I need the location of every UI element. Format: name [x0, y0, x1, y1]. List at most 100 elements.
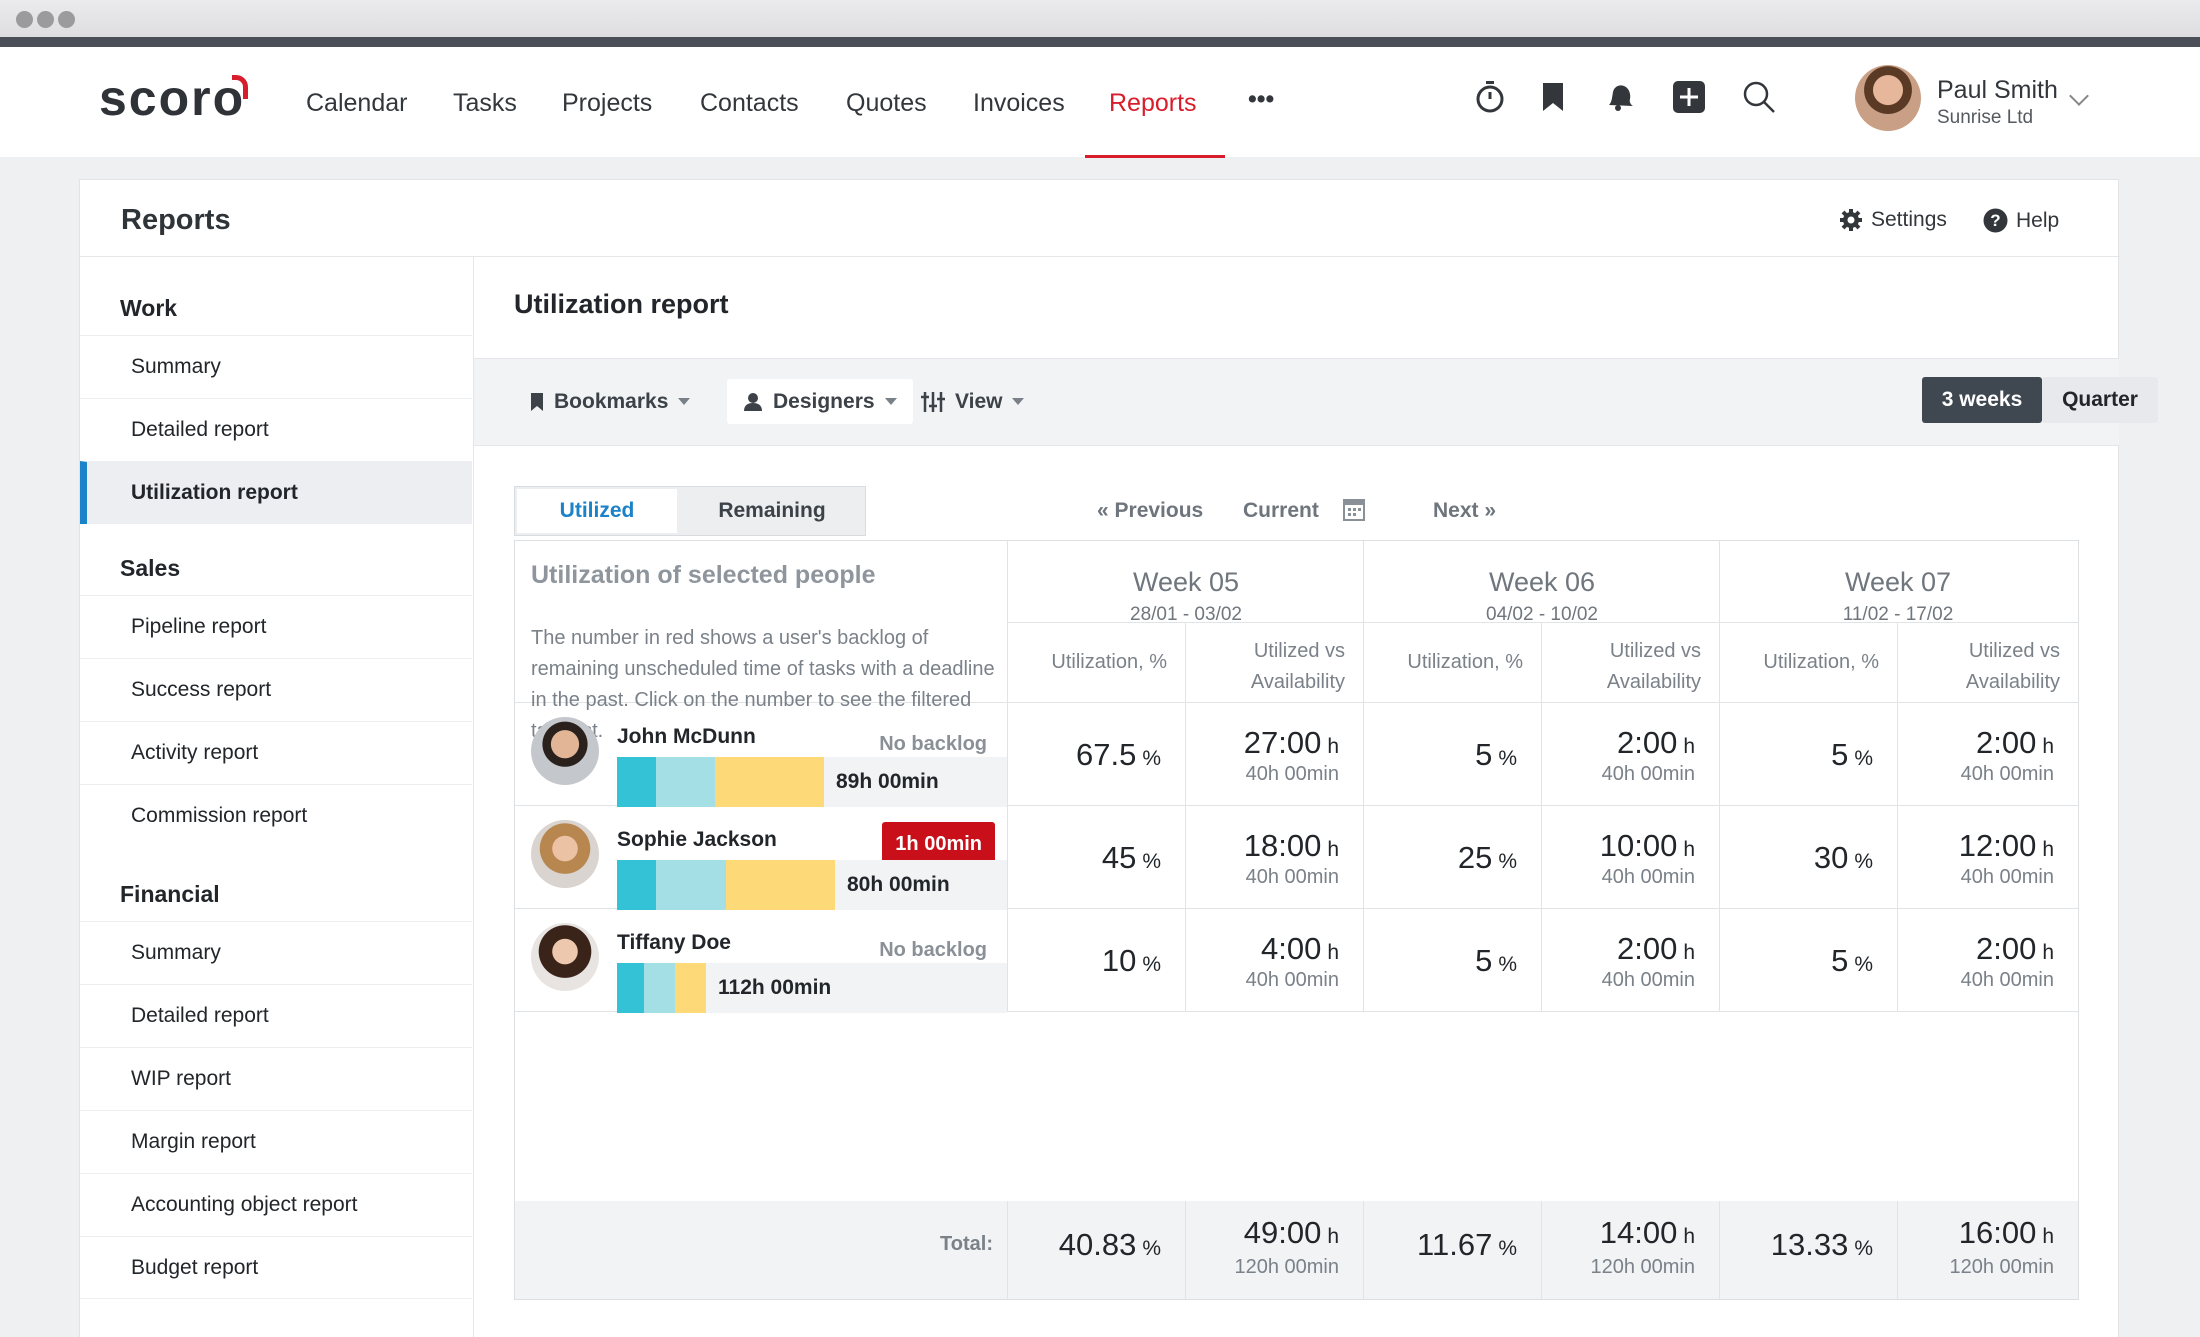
- sidebar-item-utilization-report[interactable]: Utilization report: [80, 461, 472, 524]
- card-header: Reports Settings ? Help: [80, 180, 2120, 257]
- bookmarks-dropdown[interactable]: Bookmarks: [514, 379, 706, 424]
- percent-unit: %: [1498, 953, 1517, 976]
- col-utilization-w05: Utilization, %: [1008, 623, 1186, 703]
- total-hours-number: 16:00: [1958, 1215, 2037, 1250]
- sidebar-item-activity-report[interactable]: Activity report: [80, 721, 472, 784]
- utilized-hours-value: 2:00 h: [1617, 725, 1695, 761]
- report-main: Utilization report Bookmarks Designers V…: [474, 257, 2158, 1337]
- sidebar-item-wip-report[interactable]: WIP report: [80, 1047, 472, 1110]
- utilized-hours-value: 2:00 h: [1976, 931, 2054, 967]
- workload-hours: 80h 00min: [847, 873, 950, 896]
- nav-more[interactable]: •••: [1248, 85, 1275, 113]
- nav-invoices[interactable]: Invoices: [973, 89, 1065, 117]
- hours-unit: h: [2042, 838, 2054, 861]
- utilized-hours-value: 10:00 h: [1600, 828, 1695, 864]
- utilized-hours-value: 2:00 h: [1976, 725, 2054, 761]
- sidebar-item-financial-detailed-report[interactable]: Detailed report: [80, 984, 472, 1047]
- utilized-hours-number: 2:00: [1975, 931, 2037, 966]
- search-icon[interactable]: [1739, 77, 1779, 117]
- nav-contacts[interactable]: Contacts: [700, 89, 799, 117]
- view-dropdown[interactable]: View: [905, 379, 1040, 424]
- week-06-dates: 04/02 - 10/02: [1486, 604, 1598, 625]
- utilization-value: 5%: [1475, 943, 1517, 979]
- nav-quotes[interactable]: Quotes: [846, 89, 927, 117]
- hours-unit: h: [2042, 1225, 2054, 1248]
- sidebar-item-success-report[interactable]: Success report: [80, 658, 472, 721]
- hours-unit: h: [1327, 941, 1339, 964]
- utilized-hours-cell: 4:00 h 40h 00min: [1186, 909, 1364, 1012]
- backlog-badge[interactable]: 1h 00min: [882, 822, 995, 867]
- period-quarter[interactable]: Quarter: [2042, 377, 2158, 423]
- person-name[interactable]: Sophie Jackson: [617, 828, 777, 851]
- utilization-value: 67.5%: [1076, 737, 1161, 773]
- availability-value: 40h 00min: [1245, 866, 1339, 888]
- availability-value: 40h 00min: [1245, 763, 1339, 785]
- period-3-weeks[interactable]: 3 weeks: [1922, 377, 2042, 423]
- bell-icon[interactable]: [1600, 77, 1640, 117]
- timer-icon[interactable]: [1470, 77, 1510, 117]
- utilized-hours-cell: 27:00 h 40h 00min: [1186, 703, 1364, 806]
- sidebar-item-financial-summary[interactable]: Summary: [80, 921, 472, 984]
- settings-link[interactable]: Settings: [1839, 208, 1947, 232]
- window-titlebar: [0, 0, 2200, 37]
- user-avatar[interactable]: [1855, 65, 1921, 131]
- maximize-window-icon[interactable]: [58, 11, 75, 28]
- hours-unit: h: [1327, 735, 1339, 758]
- utilization-value: 5%: [1831, 943, 1873, 979]
- hours-unit: h: [1327, 1225, 1339, 1248]
- hours-unit: h: [1683, 735, 1695, 758]
- utilization-number: 25: [1457, 840, 1493, 875]
- chevron-down-icon[interactable]: [2069, 86, 2089, 106]
- nav-projects[interactable]: Projects: [562, 89, 653, 117]
- utilization-value: 5%: [1475, 737, 1517, 773]
- tab-remaining[interactable]: Remaining: [718, 499, 826, 522]
- bookmark-icon[interactable]: [1533, 77, 1573, 117]
- sidebar-item-accounting-object-report[interactable]: Accounting object report: [80, 1173, 472, 1236]
- sidebar-item-commission-report[interactable]: Commission report: [80, 784, 472, 847]
- view-label: View: [955, 389, 1003, 413]
- caret-down-icon: [1012, 398, 1025, 405]
- week-05-header: Week 05 28/01 - 03/02: [1008, 541, 1364, 625]
- percent-unit: %: [1142, 1237, 1161, 1260]
- total-utilization-value: 40.83%: [1059, 1227, 1161, 1263]
- total-hours-cell: 49:00 h 120h 00min: [1186, 1201, 1364, 1299]
- person-name[interactable]: John McDunn: [617, 725, 756, 748]
- add-icon[interactable]: [1669, 77, 1709, 117]
- nav-reports[interactable]: Reports: [1109, 89, 1197, 117]
- current-link[interactable]: Current: [1243, 499, 1319, 522]
- previous-link[interactable]: « Previous: [1097, 499, 1204, 522]
- app-logo[interactable]: scoro: [99, 70, 246, 126]
- availability-value: 40h 00min: [1245, 969, 1339, 991]
- sidebar-item-budget-report[interactable]: Budget report: [80, 1236, 472, 1299]
- logo-mark-icon: [232, 75, 248, 99]
- sidebar-item-work-summary[interactable]: Summary: [80, 335, 472, 398]
- close-window-icon[interactable]: [16, 11, 33, 28]
- percent-unit: %: [1854, 747, 1873, 770]
- sidebar-item-pipeline-report[interactable]: Pipeline report: [80, 595, 472, 658]
- col-utilized-vs-label: Utilized vs Availability: [1965, 640, 2060, 693]
- hours-unit: h: [1683, 1225, 1695, 1248]
- help-link[interactable]: ? Help: [1983, 208, 2059, 233]
- person-name[interactable]: Tiffany Doe: [617, 931, 731, 954]
- sidebar-section-sales: Sales: [120, 555, 181, 581]
- sidebar-item-margin-report[interactable]: Margin report: [80, 1110, 472, 1173]
- utilization-value: 10%: [1102, 943, 1161, 979]
- percent-unit: %: [1854, 953, 1873, 976]
- nav-tasks[interactable]: Tasks: [453, 89, 517, 117]
- week-07-header: Week 07 11/02 - 17/02: [1720, 541, 2078, 625]
- col-utilized-vs-availability-w06: Utilized vs Availability: [1542, 623, 1720, 703]
- hours-unit: h: [1683, 838, 1695, 861]
- sidebar-item-work-detailed-report[interactable]: Detailed report: [80, 398, 472, 461]
- next-link[interactable]: Next »: [1433, 499, 1497, 522]
- group-dropdown[interactable]: Designers: [727, 379, 913, 424]
- user-name[interactable]: Paul Smith: [1937, 76, 2058, 104]
- grid-title: Utilization of selected people: [531, 561, 876, 589]
- nav-calendar[interactable]: Calendar: [306, 89, 408, 117]
- calendar-icon[interactable]: [1343, 497, 1365, 527]
- tab-utilized[interactable]: Utilized: [517, 489, 677, 533]
- total-hours-value: 16:00 h: [1959, 1215, 2054, 1251]
- sidebar-section-financial: Financial: [120, 881, 220, 907]
- sliders-icon: [921, 391, 945, 412]
- minimize-window-icon[interactable]: [37, 11, 54, 28]
- reports-card: Reports Settings ? Help Work Summary Det…: [79, 179, 2158, 1337]
